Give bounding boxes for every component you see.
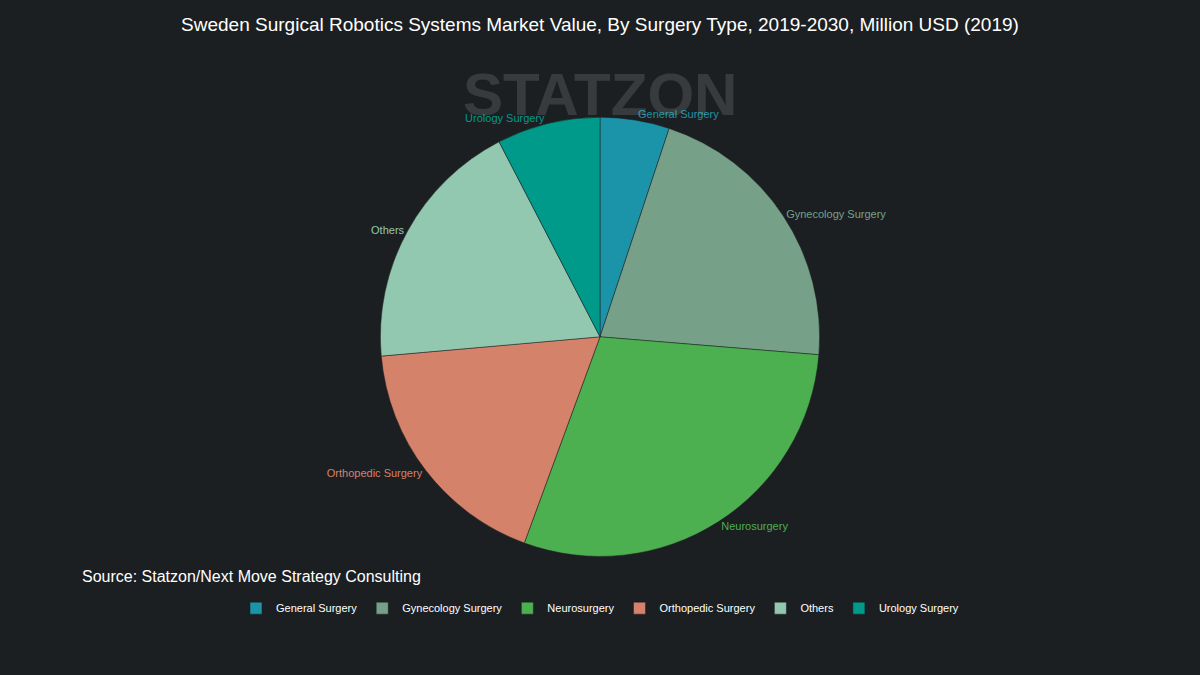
svg-text:General Surgery: General Surgery <box>638 108 719 120</box>
svg-text:General Surgery: General Surgery <box>276 602 357 614</box>
svg-text:Others: Others <box>800 602 834 614</box>
svg-text:Source: Statzon/Next Move Stra: Source: Statzon/Next Move Strategy Consu… <box>82 568 421 585</box>
svg-text:Orthopedic Surgery: Orthopedic Surgery <box>327 467 423 479</box>
svg-text:Neurosurgery: Neurosurgery <box>547 602 614 614</box>
svg-text:Urology Surgery: Urology Surgery <box>465 112 545 124</box>
svg-text:Orthopedic Surgery: Orthopedic Surgery <box>660 602 756 614</box>
svg-text:Gynecology Surgery: Gynecology Surgery <box>786 208 886 220</box>
svg-text:Urology Surgery: Urology Surgery <box>879 602 959 614</box>
svg-text:Others: Others <box>371 224 405 236</box>
svg-text:Gynecology Surgery: Gynecology Surgery <box>402 602 502 614</box>
svg-text:Sweden Surgical Robotics Syste: Sweden Surgical Robotics Systems Market … <box>181 14 1019 35</box>
svg-text:STATZON: STATZON <box>463 61 737 128</box>
svg-text:Neurosurgery: Neurosurgery <box>721 520 788 532</box>
